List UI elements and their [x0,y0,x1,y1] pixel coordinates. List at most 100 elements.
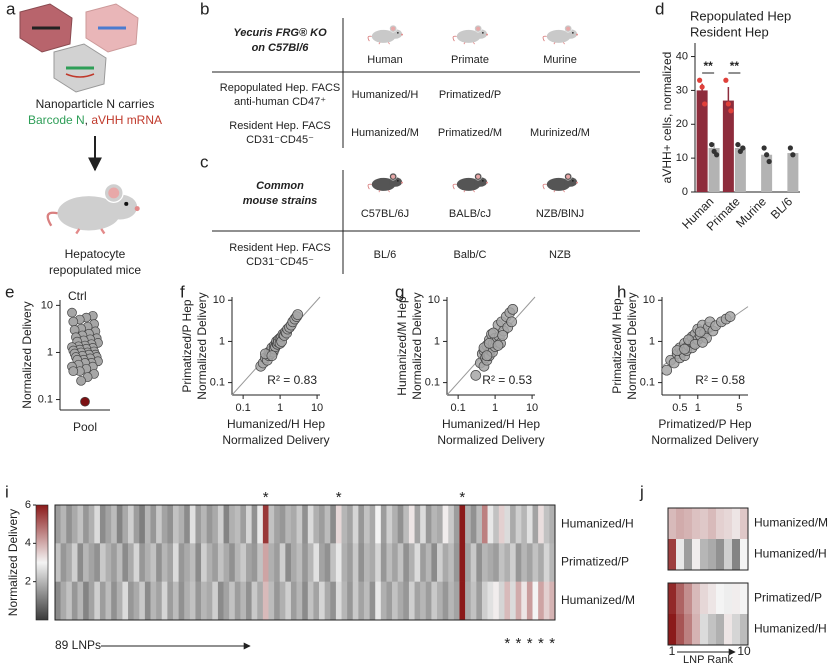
heatmap-cell [493,543,500,582]
data-point [80,396,90,407]
bar [696,90,708,192]
table-cell: Primatized/M [438,127,502,139]
heatmap-cell [375,581,382,621]
heatmap-cell [493,505,500,544]
heatmap-cell [83,505,90,544]
data-point [714,152,720,158]
heatmap-cell [240,543,247,582]
heatmap-cell [128,581,134,621]
heatmap-cell [77,581,84,621]
heatmap-cell [229,543,236,582]
data-point [766,158,772,165]
heatmap-cell [274,505,281,544]
heatmap-cell [122,581,129,621]
heatmap-cell [257,505,264,544]
heatmap-cell [420,505,427,544]
heatmap-cell [386,543,393,582]
y-tick-label: 10 [213,294,225,306]
data-point [470,370,482,381]
bar [722,100,734,192]
heatmap-cell [532,581,539,621]
row-label: Humanized/H [561,516,634,530]
heatmap-cell [195,543,202,582]
row-label: Primatized/P [561,555,629,569]
y-axis-label: Humanized/M Hep [395,296,409,396]
panel-label: d [655,0,664,18]
x-tick-label: 0.5 [672,402,687,414]
x-axis-label: Normalized Delivery [222,433,329,447]
nanoparticle-icons [19,3,139,93]
heatmap-cell [716,508,725,540]
colorbar-tick-label: 6 [25,499,31,511]
heatmap-cell [229,505,236,544]
data-point [661,364,673,376]
data-point [735,141,741,148]
star: * [336,489,342,506]
y-axis-label: Normalized Delivery [625,292,639,399]
heatmap-cell [296,543,303,582]
table-cell: BL/6 [374,249,397,261]
heatmap-cell [262,543,269,582]
heatmap-cell [335,505,342,544]
data-point [740,145,746,151]
heatmap-cell [94,543,101,582]
star: * [527,635,533,652]
data-point [764,152,770,158]
heatmap-cell [420,581,427,621]
heatmap-cell [676,508,685,540]
row-label: Humanized/H [754,547,827,561]
heatmap-cell [363,505,370,544]
heatmap-cell [60,505,67,544]
data-point [497,330,508,341]
heatmap-cell [448,505,455,544]
heatmap-cell [330,581,337,621]
row-label: Repopulated Hep. FACS [220,82,340,94]
heatmap-cell [363,581,370,621]
heatmap-cell [77,543,84,582]
heatmap-cell [217,581,224,621]
heatmap-cell [105,543,112,582]
heatmap-cell [206,543,213,582]
data-point [697,337,708,348]
heatmap-cell [99,505,106,544]
heatmap-cell [526,505,533,544]
x-tick-label: Murine [733,194,769,230]
data-point [506,316,517,328]
column-label: C57BL/6J [361,208,409,220]
heatmap-cell [307,581,314,621]
heatmap-cell [403,581,410,621]
y-tick-label: 1 [219,335,225,347]
heatmap-cell [251,543,258,582]
heatmap-cell [94,505,101,544]
heatmap-cell [88,505,95,544]
star: * [459,489,465,506]
table-header: mouse strains [243,195,318,207]
heatmap-cell [700,508,709,540]
heatmap-cell [716,583,725,615]
heatmap-cell [549,581,556,621]
caption: Barcode N, aVHH mRNA [28,113,162,127]
heatmap-cell [161,543,168,582]
heatmap-cell [60,581,67,621]
row-label: Primatized/P [754,591,822,605]
heatmap-cell [133,543,140,582]
panel-label: h [617,282,626,301]
row-label: Humanized/M [561,593,635,607]
heatmap-cell [347,581,354,621]
legend-label: Repopulated Hep [690,8,791,23]
heatmap-cell [234,543,241,582]
heatmap-cell [420,543,427,582]
heatmap-cell [543,505,550,544]
heatmap-cell [515,543,522,582]
heatmap-cell [453,543,460,582]
heatmap-cell [156,543,163,582]
caption: Nanoparticle N carries [36,97,155,111]
heatmap-cell [167,505,174,544]
heatmap-cell [116,505,123,544]
heatmap-cell [319,505,325,544]
heatmap-cell [116,543,123,582]
heatmap-cell [195,581,202,621]
colorbar-tick-label: 4 [25,537,31,549]
heatmap-cell [386,581,393,621]
mouse-icon [367,172,404,193]
